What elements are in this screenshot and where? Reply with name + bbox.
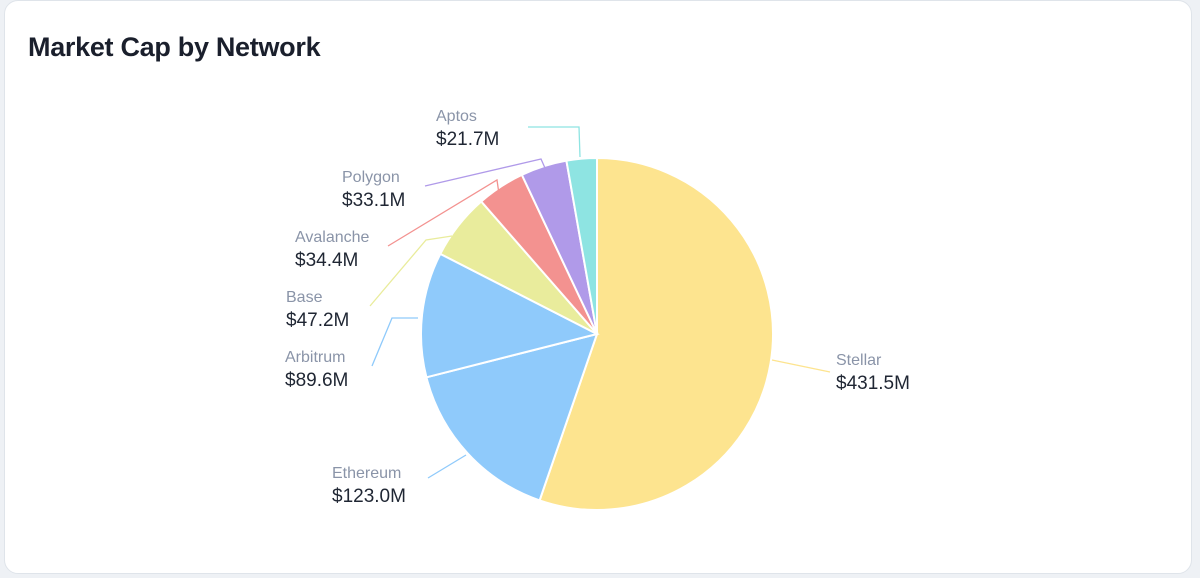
leader-line-stellar (771, 359, 831, 373)
slice-value-base: $47.2M (286, 310, 349, 331)
pie-slice-arbitrum[interactable] (420, 252, 600, 379)
slice-label-base: Base (286, 289, 323, 306)
pie-slice-aptos[interactable] (565, 156, 598, 335)
slice-label-arbitrum: Arbitrum (285, 349, 345, 366)
slice-label-polygon: Polygon (342, 169, 400, 186)
slice-value-arbitrum: $89.6M (285, 370, 348, 391)
slice-value-polygon: $33.1M (342, 190, 405, 211)
slice-value-avalanche: $34.4M (295, 250, 358, 271)
slice-label-ethereum: Ethereum (332, 465, 401, 482)
slice-label-aptos: Aptos (436, 108, 477, 125)
pie-slice-ethereum[interactable] (425, 332, 599, 502)
leader-line-polygon (424, 158, 546, 187)
leader-line-ethereum (427, 454, 467, 479)
slice-label-stellar: Stellar (836, 352, 882, 369)
slice-label-avalanche: Avalanche (295, 229, 370, 246)
slice-value-stellar: $431.5M (836, 373, 910, 394)
leader-line-arbitrum (371, 317, 418, 367)
slice-value-ethereum: $123.0M (332, 486, 406, 507)
leader-line-base (369, 235, 453, 307)
leader-line-avalanche (387, 178, 500, 247)
slice-value-aptos: $21.7M (436, 129, 499, 150)
chart-title: Market Cap by Network (28, 32, 321, 62)
leader-line-aptos (528, 126, 581, 158)
